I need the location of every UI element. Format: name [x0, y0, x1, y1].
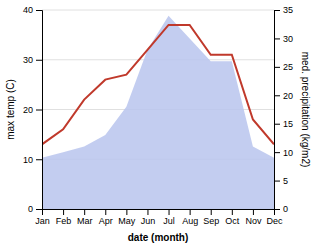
tick: 10: [274, 148, 293, 158]
chart: JanFebMarAprMayJunJulAugSepOctNovDec0102…: [0, 0, 318, 247]
tick-label: 5: [283, 176, 288, 186]
tick: Jan: [35, 209, 50, 226]
tick-label: Aug: [182, 216, 198, 226]
tick-mark: [274, 124, 280, 125]
tick-label: Jul: [163, 216, 175, 226]
tick-mark: [36, 159, 42, 160]
tick: 5: [274, 176, 288, 186]
chart-container: JanFebMarAprMayJunJulAugSepOctNovDec0102…: [0, 0, 318, 247]
tick-label: 0: [28, 204, 33, 214]
tick-label: 40: [23, 5, 33, 15]
tick: Nov: [245, 209, 262, 226]
tick: 30: [274, 34, 293, 44]
axis-line: [43, 210, 275, 216]
plot: JanFebMarAprMayJunJulAugSepOctNovDec0102…: [5, 5, 311, 243]
axis-line: [36, 11, 43, 210]
tick-mark: [274, 10, 280, 11]
tick-label: 25: [283, 62, 293, 72]
tick: 20: [23, 105, 42, 115]
tick-mark: [36, 209, 42, 210]
tick: Aug: [182, 209, 198, 226]
marks: [42, 16, 274, 209]
tick-label: Feb: [56, 216, 72, 226]
tick: Apr: [99, 209, 113, 226]
tick: Mar: [77, 209, 93, 226]
tick-label: Jun: [141, 216, 156, 226]
tick-label: 35: [283, 5, 293, 15]
tick: Jun: [141, 209, 156, 226]
tick-label: Jan: [35, 216, 50, 226]
tick-label: Mar: [77, 216, 93, 226]
tick-mark: [274, 152, 280, 153]
axis-line: [275, 11, 281, 210]
x-axis: Jan Feb Mar Apr May Jun Jul Aug Sep Oct Nov Dec: [35, 209, 283, 226]
tick-mark: [274, 181, 280, 182]
y2-axis-title: med. precipitation (kg/m2): [300, 52, 311, 168]
tick-label: May: [118, 216, 136, 226]
tick: 10: [23, 155, 42, 165]
tick-mark: [274, 209, 280, 210]
tick-mark: [36, 110, 42, 111]
tick: Feb: [56, 209, 72, 226]
tick-label: Sep: [203, 216, 219, 226]
tick-mark: [232, 209, 233, 215]
tick: Sep: [203, 209, 219, 226]
tick: 30: [23, 55, 42, 65]
tick-label: 15: [283, 119, 293, 129]
tick: Oct: [225, 209, 240, 226]
tick-label: Apr: [99, 216, 113, 226]
tick-label: 10: [23, 155, 33, 165]
tick: 25: [274, 62, 293, 72]
tick: Jul: [163, 209, 175, 226]
tick: 20: [274, 91, 293, 101]
tick: 15: [274, 119, 293, 129]
tick-mark: [36, 60, 42, 61]
tick-label: Nov: [245, 216, 262, 226]
tick-mark: [169, 209, 170, 215]
tick-mark: [36, 10, 42, 11]
tick-label: 0: [283, 204, 288, 214]
tick-mark: [211, 209, 212, 215]
tick-mark: [84, 209, 85, 215]
x-axis-title: date (month): [128, 232, 189, 243]
line: [42, 25, 274, 144]
tick: 40: [23, 5, 42, 15]
tick-label: Oct: [225, 216, 240, 226]
tick-mark: [274, 38, 280, 39]
tick-mark: [63, 209, 64, 215]
tick-label: 30: [23, 55, 33, 65]
tick: Dec: [266, 209, 283, 226]
tick-label: 10: [283, 148, 293, 158]
tick: 0: [274, 204, 288, 214]
tick-mark: [274, 67, 280, 68]
tick-mark: [105, 209, 106, 215]
tick-label: Dec: [266, 216, 283, 226]
grid: [42, 10, 274, 209]
tick-mark: [126, 209, 127, 215]
tick-mark: [147, 209, 148, 215]
tick-mark: [274, 95, 280, 96]
tick: 0: [28, 204, 42, 214]
tick-mark: [253, 209, 254, 215]
grid-line: [42, 10, 274, 11]
y-axis: 0 10 20 30 40: [23, 5, 43, 214]
y-axis-title: max temp (C): [5, 79, 16, 140]
tick-label: 20: [23, 105, 33, 115]
area: [42, 16, 274, 209]
tick-label: 30: [283, 34, 293, 44]
tick-mark: [190, 209, 191, 215]
tick: May: [118, 209, 136, 226]
tick: 35: [274, 5, 293, 15]
tick-label: 20: [283, 91, 293, 101]
y2-axis: 0 5 10 15 20 25 30 35: [274, 5, 293, 214]
